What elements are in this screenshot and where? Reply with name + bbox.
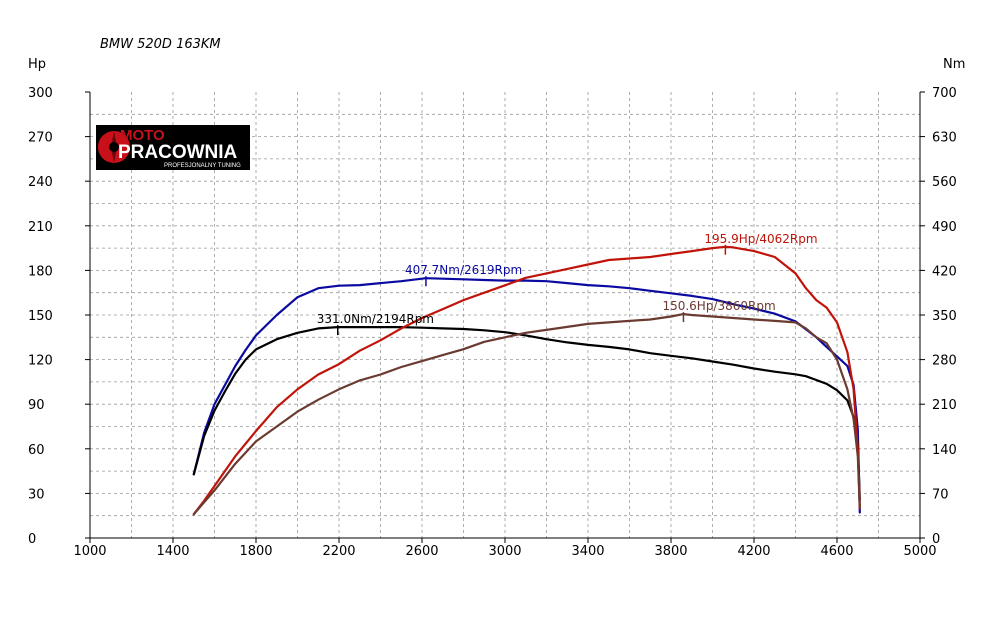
annotation-label: 407.7Nm/2619Rpm xyxy=(405,263,522,277)
right-tick-label: 350 xyxy=(932,309,957,324)
chart-axes xyxy=(85,91,925,543)
left-tick-label: 300 xyxy=(28,86,53,101)
chart-series xyxy=(192,245,861,516)
left-tick-label: 30 xyxy=(28,487,45,502)
right-tick-label: 140 xyxy=(932,443,957,458)
series-line-4 xyxy=(192,313,861,516)
right-tick-label: 280 xyxy=(932,354,957,369)
x-tick-label: 3800 xyxy=(654,544,687,559)
annotation-label: 150.6Hp/3860Rpm xyxy=(662,299,775,313)
left-tick-label: 180 xyxy=(28,264,53,279)
right-tick-label: 70 xyxy=(932,487,949,502)
left-tick-label: 60 xyxy=(28,443,45,458)
logo-line2: PRACOWNIA xyxy=(118,142,238,163)
series-line-3 xyxy=(192,245,861,516)
logo-line1: MOTO xyxy=(120,127,165,144)
x-tick-label: 1000 xyxy=(73,544,106,559)
right-tick-label: 700 xyxy=(932,86,957,101)
annotation-label: 331.0Nm/2194Rpm xyxy=(317,312,434,326)
series-line-2 xyxy=(192,326,861,501)
right-tick-label: 0 xyxy=(932,532,940,547)
x-tick-label: 2200 xyxy=(322,544,355,559)
left-tick-label: 210 xyxy=(28,220,53,235)
right-tick-label: 630 xyxy=(932,131,957,146)
annotation-label: 195.9Hp/4062Rpm xyxy=(704,232,817,246)
moto-pracownia-logo: MOTO PRACOWNIA PROFESJONALNY TUNING xyxy=(96,125,250,170)
x-tick-label: 3400 xyxy=(571,544,604,559)
x-tick-label: 5000 xyxy=(903,544,936,559)
right-axis-unit: Nm xyxy=(943,57,965,72)
left-tick-label: 240 xyxy=(28,175,53,190)
x-tick-label: 4600 xyxy=(820,544,853,559)
chart-annotations: 331.0Nm/2194Rpm 407.7Nm/2619Rpm 195.9Hp/40… xyxy=(317,232,818,336)
right-tick-labels: 0 70 140 210 280 350 420 490 560 630 700 xyxy=(932,86,957,547)
right-tick-label: 560 xyxy=(932,175,957,190)
left-tick-label: 120 xyxy=(28,354,53,369)
left-tick-label: 150 xyxy=(28,309,53,324)
x-tick-labels: 1000 1400 1800 2200 2600 3000 3400 3800 4200 4600… xyxy=(73,544,936,559)
right-tick-label: 420 xyxy=(932,264,957,279)
x-tick-label: 4200 xyxy=(737,544,770,559)
right-tick-label: 490 xyxy=(932,220,957,235)
logo-wheel-spoke-icon xyxy=(111,131,117,163)
logo-tagline: PROFESJONALNY TUNING xyxy=(164,163,241,169)
left-tick-label: 0 xyxy=(28,532,36,547)
left-tick-label: 90 xyxy=(28,398,45,413)
left-tick-label: 270 xyxy=(28,131,53,146)
x-tick-label: 2600 xyxy=(405,544,438,559)
left-axis-unit: Hp xyxy=(28,57,46,72)
left-tick-labels: 0 30 60 90 120 150 180 210 240 270 300 xyxy=(28,86,53,547)
right-tick-label: 210 xyxy=(932,398,957,413)
chart-title: BMW 520D 163KM xyxy=(100,37,221,52)
x-tick-label: 1800 xyxy=(239,544,272,559)
x-tick-label: 3000 xyxy=(488,544,521,559)
series-line-1 xyxy=(192,277,861,514)
logo-graphic: MOTO PRACOWNIA PROFESJONALNY TUNING xyxy=(98,127,241,169)
x-tick-label: 1400 xyxy=(156,544,189,559)
